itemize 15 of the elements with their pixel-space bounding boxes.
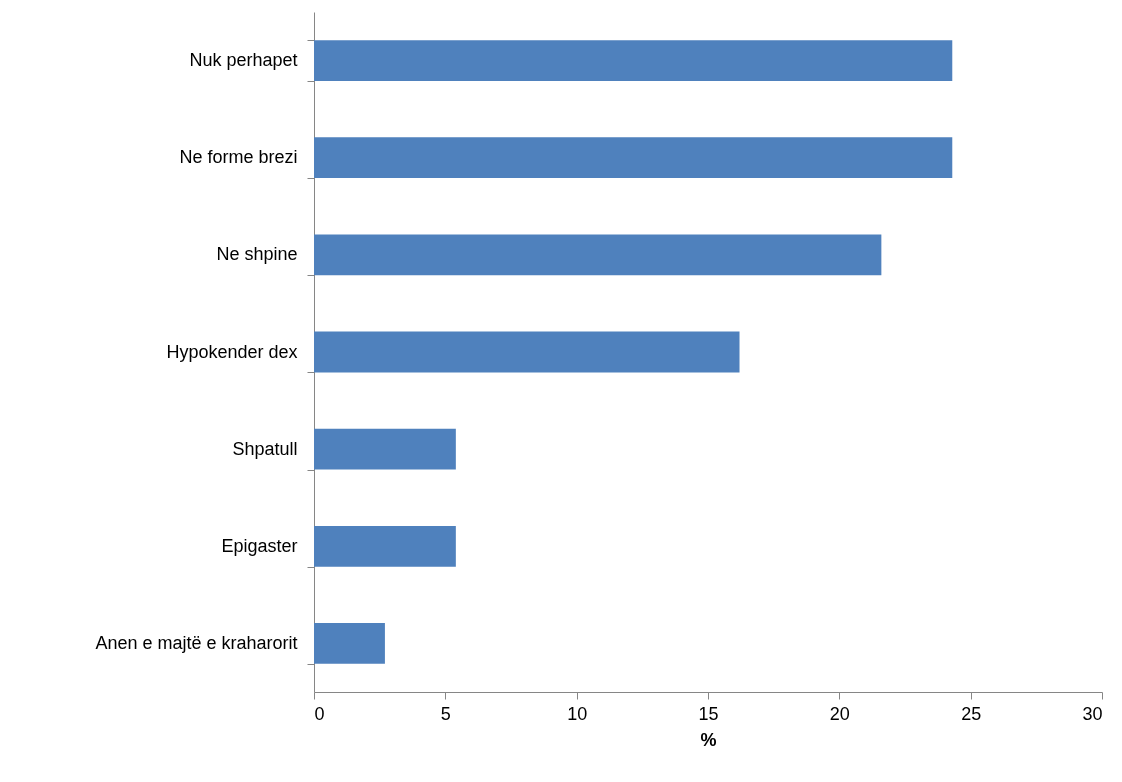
x-tick-label: 15 [698, 703, 719, 724]
x-tick-label: 0 [314, 703, 325, 724]
y-tick-label: Hypokender dex [166, 341, 298, 362]
y-tick-label: Ne shpine [216, 244, 298, 265]
y-tick-label: Anen e majtë e kraharorit [95, 632, 298, 653]
y-tick-label: Nuk perhapet [189, 50, 298, 71]
x-axis-title: % [700, 729, 717, 750]
x-tick-label: 30 [1082, 703, 1103, 724]
x-tick-label: 5 [440, 703, 451, 724]
x-tick-label: 20 [829, 703, 850, 724]
x-tick-label: 25 [961, 703, 982, 724]
y-tick-label: Epigaster [221, 535, 298, 556]
y-tick-label: Shpatull [232, 438, 298, 459]
x-tick-label: 10 [567, 703, 588, 724]
y-tick-label: Ne forme brezi [179, 147, 298, 168]
